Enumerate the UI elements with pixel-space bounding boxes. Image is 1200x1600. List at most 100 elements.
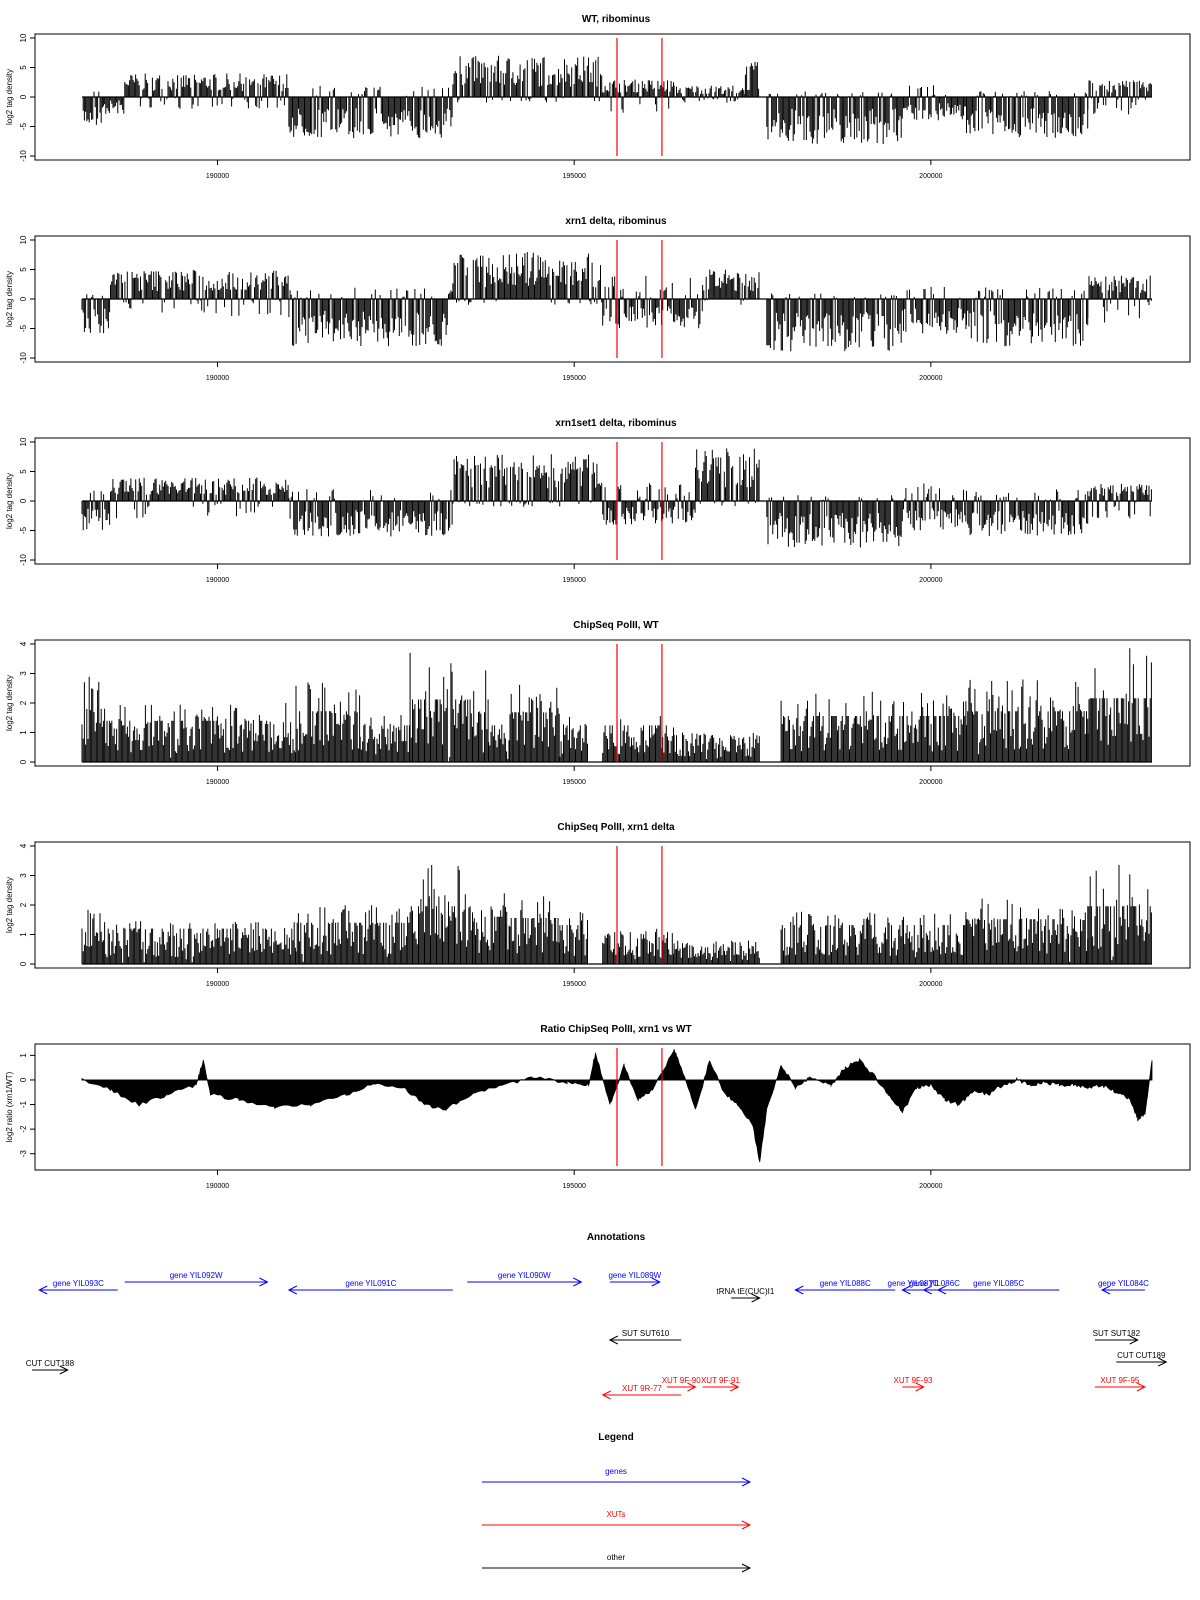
- panel-title: ChipSeq PolII, xrn1 delta: [557, 822, 675, 833]
- feature-label: gene YIL085C: [973, 1279, 1024, 1288]
- segment-3: [124, 73, 289, 109]
- feature-12: SUT SUT610: [608, 1329, 682, 1345]
- y-tick-label: 0: [19, 961, 28, 966]
- x-tick-label: 195000: [563, 981, 586, 988]
- segment-4: [359, 715, 410, 762]
- x-tick-label: 190000: [206, 981, 229, 988]
- bar-cluster: [488, 724, 510, 762]
- feature-label: gene YIL086C: [909, 1279, 960, 1288]
- segment-12: [966, 679, 1089, 762]
- segment-9: [673, 940, 760, 964]
- bar-cluster: [901, 483, 967, 531]
- segment-8: [559, 716, 588, 762]
- y-tick-label: 1: [19, 730, 28, 735]
- bar-cluster: [602, 928, 674, 964]
- segment-8: [901, 483, 967, 531]
- bar-cluster: [81, 676, 103, 762]
- y-tick-label: 0: [19, 759, 28, 764]
- y-axis-label: log2 tag density: [5, 473, 14, 529]
- y-tick-label: -2: [19, 1125, 28, 1133]
- feature-label: CUT CUT188: [26, 1359, 75, 1368]
- feature-label: gene YIL087C: [888, 1279, 939, 1288]
- bar-cluster: [602, 275, 703, 329]
- panel-title: xrn1set1 delta, ribominus: [555, 418, 677, 429]
- feature-5: gene YIL089W: [608, 1271, 662, 1287]
- bar-cluster: [966, 489, 1089, 536]
- bar-cluster: [473, 893, 510, 964]
- feature-label: XUT 9F-93: [894, 1376, 934, 1385]
- y-tick-label: 5: [19, 267, 28, 272]
- feature-2: gene YIL092W: [124, 1271, 269, 1287]
- y-axis-label: log2 tag density: [5, 675, 14, 731]
- bar-cluster: [102, 97, 125, 114]
- segment-12: [1087, 80, 1152, 115]
- panel-title: xrn1 delta, ribominus: [565, 216, 667, 227]
- legend-item-XUTs: XUTs: [482, 1510, 752, 1530]
- feature-14: CUT CUT188: [26, 1359, 75, 1375]
- feature-label: SUT SUT182: [1093, 1329, 1141, 1338]
- x-tick-label: 190000: [206, 173, 229, 180]
- segment-4: [288, 85, 453, 139]
- segment-7: [766, 495, 902, 548]
- x-tick-label: 190000: [206, 577, 229, 584]
- y-tick-label: 4: [19, 641, 28, 646]
- segment-1: [81, 294, 111, 334]
- ratio-area: [81, 1049, 1153, 1163]
- segment-2: [110, 270, 289, 316]
- feature-6: tRNA tE(CUC)I1: [717, 1287, 775, 1303]
- bar-cluster: [602, 483, 696, 525]
- feature-1: gene YIL093C: [38, 1279, 118, 1295]
- bar-cluster: [766, 91, 902, 144]
- segment-5: [409, 652, 489, 762]
- bar-cluster: [509, 896, 560, 964]
- bar-cluster: [559, 716, 588, 762]
- bar-cluster: [102, 921, 296, 964]
- segment-8: [602, 928, 674, 964]
- panel-title: ChipSeq PolII, WT: [573, 620, 659, 631]
- segment-9: [602, 716, 674, 762]
- bar-cluster: [966, 287, 1089, 347]
- segment-2: [110, 477, 289, 519]
- feature-label: gene YIL084C: [1098, 1279, 1149, 1288]
- bar-cluster: [901, 286, 967, 334]
- legend-item-genes: genes: [482, 1467, 752, 1487]
- x-tick-label: 200000: [919, 981, 942, 988]
- segment-9: [966, 489, 1089, 536]
- bar-cluster: [288, 85, 453, 139]
- feature-label: gene YIL092W: [170, 1271, 223, 1280]
- segment-11: [966, 91, 1089, 138]
- bar-cluster: [509, 684, 560, 762]
- feature-11: gene YIL084C: [1098, 1279, 1149, 1295]
- segment-13: [1087, 648, 1152, 762]
- bar-cluster: [1087, 483, 1152, 519]
- y-tick-label: 1: [19, 1053, 28, 1058]
- bar-cluster: [1087, 80, 1152, 115]
- panel-1: WT, ribominus log2 tag density -10 -5 0 5 10 19…: [5, 14, 1191, 180]
- feature-label: gene YIL093C: [53, 1279, 104, 1288]
- segment-9: [766, 91, 902, 144]
- feature-label: XUT 9F-91: [701, 1376, 741, 1385]
- y-tick-label: 5: [19, 469, 28, 474]
- feature-8: gene YIL087C: [888, 1279, 939, 1295]
- y-tick-label: 2: [19, 902, 28, 907]
- segment-7: [766, 293, 902, 352]
- x-tick-label: 200000: [919, 1183, 942, 1190]
- x-tick-label: 190000: [206, 1183, 229, 1190]
- bar-cluster: [110, 477, 289, 519]
- x-tick-label: 195000: [563, 577, 586, 584]
- bar-cluster: [452, 55, 603, 103]
- segment-10: [673, 732, 760, 762]
- bar-cluster: [966, 679, 1089, 762]
- panel-title: Ratio ChipSeq PolII, xrn1 vs WT: [540, 1024, 691, 1035]
- bar-cluster: [452, 252, 603, 305]
- feature-7: gene YIL088C: [794, 1279, 896, 1295]
- bar-cluster: [81, 490, 111, 531]
- y-tick-label: -10: [19, 554, 28, 566]
- x-tick-label: 200000: [919, 173, 942, 180]
- feature-label: XUT 9F-95: [1100, 1376, 1140, 1385]
- data-series: [81, 864, 1152, 965]
- bar-cluster: [695, 448, 760, 507]
- segment-5: [602, 275, 703, 329]
- x-tick-label: 200000: [919, 577, 942, 584]
